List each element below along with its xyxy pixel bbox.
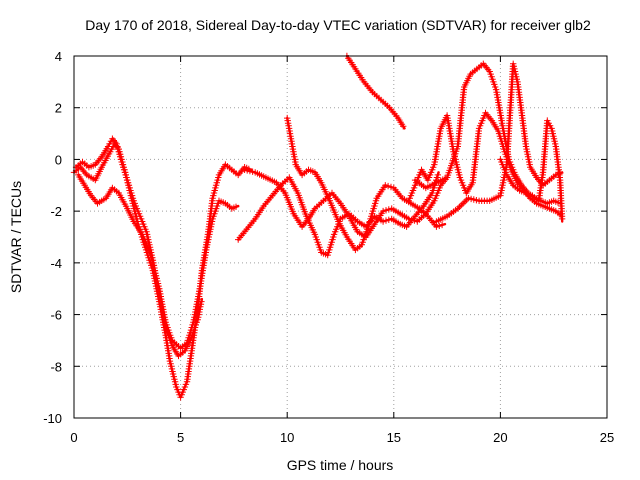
data-point-marker bbox=[382, 217, 390, 224]
x-tick-label: 15 bbox=[387, 430, 401, 445]
plot-frame bbox=[73, 55, 608, 419]
data-point-marker bbox=[379, 218, 387, 225]
y-tick-label: 0 bbox=[55, 152, 62, 167]
x-tick-label: 5 bbox=[177, 430, 184, 445]
y-axis-label: SDTVAR / TECUs bbox=[8, 181, 24, 293]
data-point-marker bbox=[558, 215, 566, 223]
series-arc-9 bbox=[411, 60, 562, 207]
x-tick-label: 10 bbox=[280, 430, 294, 445]
data-point-marker bbox=[387, 183, 395, 191]
data-point-marker bbox=[467, 195, 475, 203]
data-point-marker bbox=[379, 207, 387, 215]
data-point-marker bbox=[400, 123, 407, 130]
y-tick-label: 4 bbox=[55, 49, 62, 64]
data-point-marker bbox=[244, 167, 251, 174]
y-tick-label: -8 bbox=[50, 359, 62, 374]
data-point-marker bbox=[436, 222, 443, 229]
series-arc-1 bbox=[70, 140, 253, 401]
data-point-marker bbox=[384, 182, 392, 190]
data-point-marker bbox=[382, 207, 390, 214]
series-line bbox=[72, 142, 253, 399]
chart-title: Day 170 of 2018, Sidereal Day-to-day VTE… bbox=[85, 17, 591, 33]
grid bbox=[73, 55, 608, 419]
data-point-marker bbox=[198, 298, 205, 305]
data-point-marker bbox=[382, 182, 389, 189]
data-point-marker bbox=[405, 215, 412, 223]
data-point-marker bbox=[408, 216, 415, 223]
data-point-marker bbox=[434, 171, 441, 179]
series-line bbox=[74, 137, 204, 358]
y-tick-label: -10 bbox=[43, 411, 62, 426]
x-tick-label: 20 bbox=[493, 430, 507, 445]
y-tick-label: -4 bbox=[50, 256, 62, 271]
data-point-marker bbox=[232, 203, 240, 210]
series-arc-7 bbox=[343, 52, 407, 130]
x-axis-label: GPS time / hours bbox=[287, 457, 394, 473]
data-point-marker bbox=[473, 197, 480, 204]
series-arc-3 bbox=[72, 135, 205, 360]
x-tick-label: 0 bbox=[70, 430, 77, 445]
y-tick-label: -2 bbox=[50, 204, 62, 219]
series-arc-6 bbox=[284, 114, 447, 254]
data-point-marker bbox=[470, 196, 477, 203]
data-point-marker bbox=[246, 167, 254, 175]
data-layer bbox=[70, 52, 566, 401]
series-arc-11 bbox=[497, 117, 566, 223]
series-line bbox=[237, 171, 440, 257]
series-arc-10 bbox=[433, 60, 564, 225]
x-tick-label: 25 bbox=[600, 430, 614, 445]
series-arc-4 bbox=[235, 171, 441, 259]
ticks: 0 5 10 15 20 25 -10 -8 -6 -4 -2 0 2 4 bbox=[43, 49, 614, 445]
data-point-marker bbox=[411, 217, 418, 224]
y-tick-label: -6 bbox=[50, 308, 62, 323]
data-point-marker bbox=[465, 195, 472, 202]
y-tick-label: 2 bbox=[55, 101, 62, 116]
data-point-marker bbox=[438, 221, 446, 229]
